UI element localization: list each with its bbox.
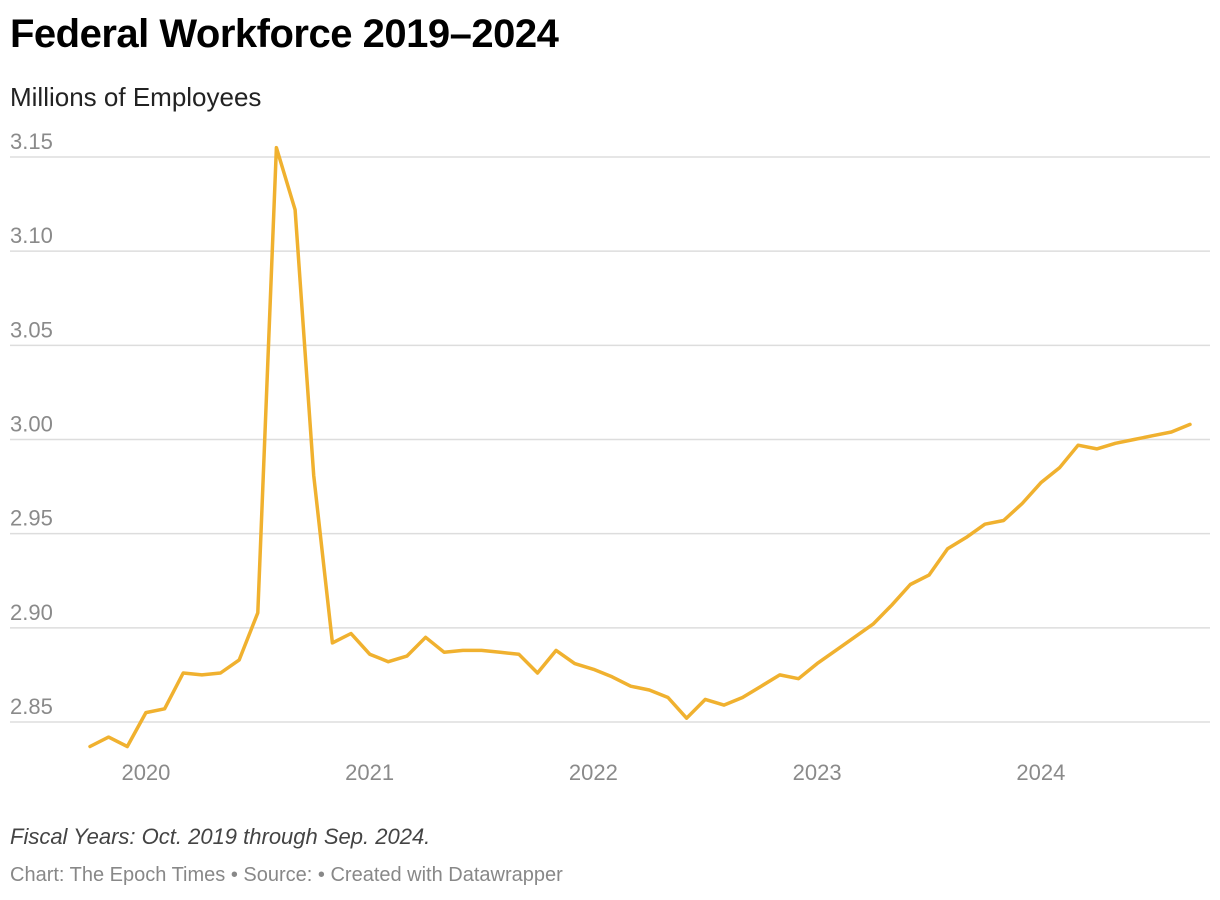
credit-source: • Source: — [230, 864, 318, 886]
y-tick-label: 3.10 — [10, 223, 53, 248]
credit-datawrapper[interactable]: • Created with Datawrapper — [317, 864, 563, 886]
series-line-group — [88, 145, 1192, 749]
x-tick-label: 2021 — [345, 760, 394, 785]
line-chart: 3.153.103.053.002.952.902.85 2020 2021 202… — [10, 129, 1210, 785]
y-tick-label: 3.05 — [10, 317, 53, 342]
y-axis-ticks: 3.15 3.10 3.05 3.00 2.95 2.90 2.85 — [10, 129, 53, 719]
x-axis-ticks: 2020 2021 2022 2023 2024 — [121, 760, 1065, 785]
x-tick-label: 2023 — [793, 760, 842, 785]
y-tick-label: 3.00 — [10, 412, 53, 437]
y-tick-label: 2.85 — [10, 694, 53, 719]
series-line — [88, 145, 1192, 749]
x-tick-label: 2024 — [1016, 760, 1065, 785]
y-tick-label: 2.95 — [10, 506, 53, 531]
chart-subtitle: Millions of Employees — [10, 82, 262, 112]
chart-title: Federal Workforce 2019–2024 — [10, 12, 559, 56]
x-tick-label: 2020 — [121, 760, 170, 785]
chart-credit-line: Chart: The Epoch Times • Source: • Creat… — [10, 864, 563, 887]
x-tick-label: 2022 — [569, 760, 618, 785]
gridlines — [10, 156, 1210, 723]
chart-notes: Fiscal Years: Oct. 2019 through Sep. 202… — [10, 824, 431, 849]
y-tick-label: 2.90 — [10, 600, 53, 625]
y-tick-label: 3.15 — [10, 129, 53, 154]
credit-author: Chart: The Epoch Times — [10, 864, 226, 886]
